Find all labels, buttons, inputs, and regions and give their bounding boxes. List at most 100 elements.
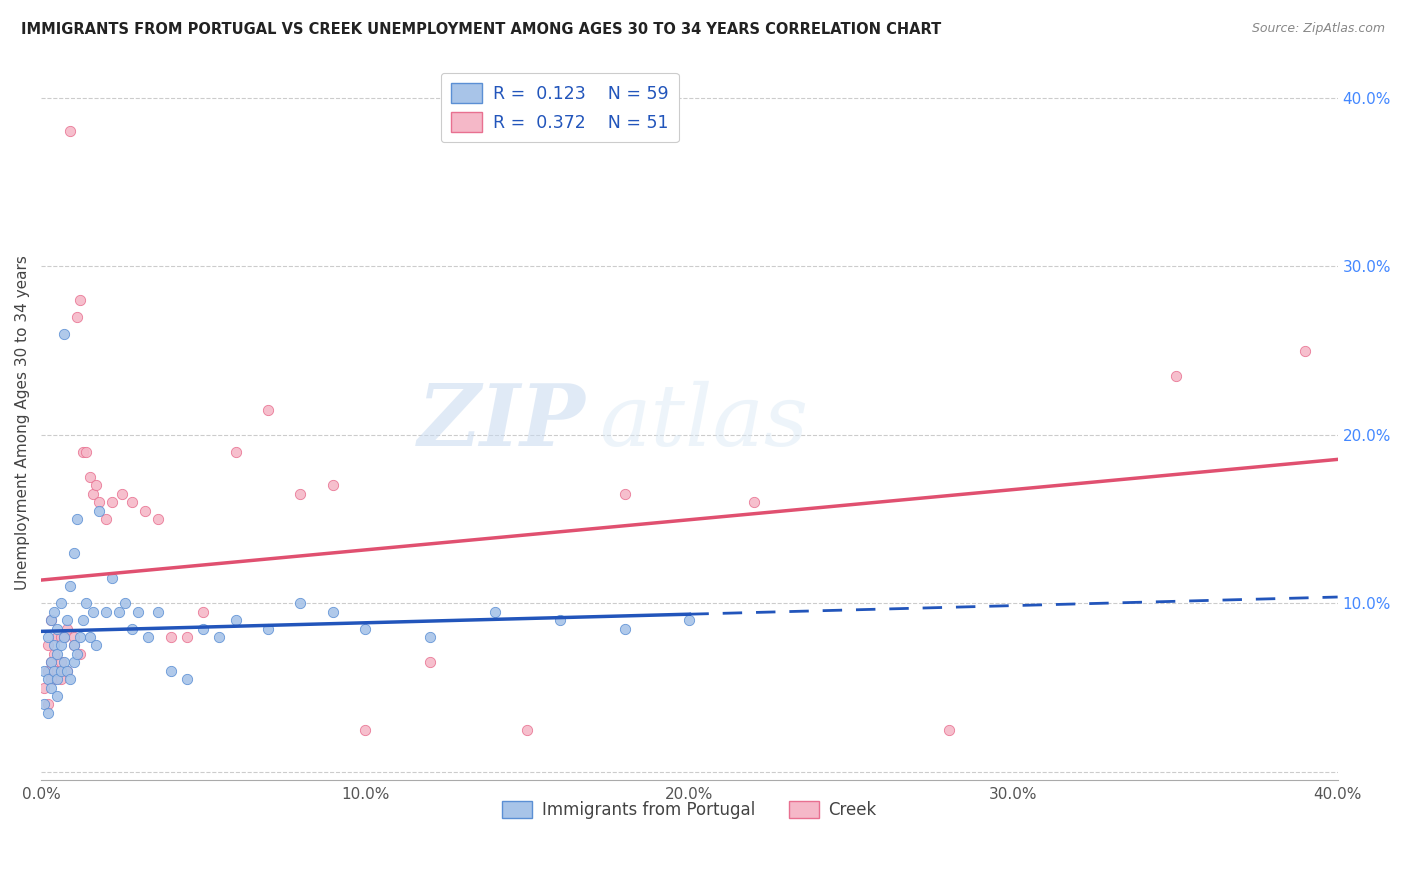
Point	[42, 605, 65, 619]
Point	[39, 681, 62, 695]
Point	[193, 605, 215, 619]
Point	[52, 656, 75, 670]
Point	[114, 596, 136, 610]
Text: ZIP: ZIP	[418, 380, 586, 464]
Point	[37, 706, 59, 720]
Point	[516, 723, 538, 737]
Point	[66, 647, 89, 661]
Point	[76, 596, 98, 610]
Point	[354, 723, 377, 737]
Point	[742, 495, 765, 509]
Point	[101, 495, 124, 509]
Point	[62, 546, 84, 560]
Point	[39, 613, 62, 627]
Point	[37, 664, 59, 678]
Point	[46, 689, 69, 703]
Point	[37, 672, 59, 686]
Point	[484, 605, 506, 619]
Point	[52, 630, 75, 644]
Point	[82, 487, 104, 501]
Point	[208, 630, 231, 644]
Point	[56, 622, 79, 636]
Point	[678, 613, 700, 627]
Point	[938, 723, 960, 737]
Point	[66, 310, 89, 324]
Point	[46, 664, 69, 678]
Point	[290, 487, 312, 501]
Point	[39, 672, 62, 686]
Point	[49, 596, 72, 610]
Point	[59, 672, 82, 686]
Point	[52, 326, 75, 341]
Point	[146, 605, 169, 619]
Point	[257, 622, 280, 636]
Point	[39, 613, 62, 627]
Point	[257, 402, 280, 417]
Point	[34, 664, 56, 678]
Point	[52, 630, 75, 644]
Point	[322, 605, 344, 619]
Y-axis label: Unemployment Among Ages 30 to 34 years: Unemployment Among Ages 30 to 34 years	[15, 255, 30, 590]
Point	[79, 470, 101, 484]
Point	[69, 630, 91, 644]
Text: Source: ZipAtlas.com: Source: ZipAtlas.com	[1251, 22, 1385, 36]
Point	[111, 487, 134, 501]
Point	[39, 656, 62, 670]
Point	[46, 647, 69, 661]
Point	[49, 656, 72, 670]
Point	[1164, 368, 1187, 383]
Point	[176, 672, 198, 686]
Point	[84, 478, 107, 492]
Point	[37, 639, 59, 653]
Point	[76, 444, 98, 458]
Text: IMMIGRANTS FROM PORTUGAL VS CREEK UNEMPLOYMENT AMONG AGES 30 TO 34 YEARS CORRELA: IMMIGRANTS FROM PORTUGAL VS CREEK UNEMPL…	[21, 22, 942, 37]
Point	[46, 622, 69, 636]
Point	[548, 613, 571, 627]
Point	[34, 681, 56, 695]
Point	[82, 605, 104, 619]
Point	[290, 596, 312, 610]
Point	[89, 495, 111, 509]
Point	[354, 622, 377, 636]
Point	[62, 639, 84, 653]
Point	[146, 512, 169, 526]
Point	[176, 630, 198, 644]
Point	[37, 630, 59, 644]
Point	[193, 622, 215, 636]
Point	[134, 503, 156, 517]
Point	[121, 495, 143, 509]
Point	[72, 613, 94, 627]
Point	[34, 698, 56, 712]
Point	[66, 512, 89, 526]
Point	[94, 605, 117, 619]
Point	[225, 613, 247, 627]
Point	[108, 605, 131, 619]
Point	[59, 580, 82, 594]
Point	[37, 698, 59, 712]
Point	[79, 630, 101, 644]
Point	[159, 630, 181, 644]
Point	[72, 444, 94, 458]
Point	[52, 664, 75, 678]
Point	[56, 664, 79, 678]
Point	[42, 664, 65, 678]
Point	[49, 639, 72, 653]
Point	[225, 444, 247, 458]
Point	[42, 672, 65, 686]
Point	[69, 647, 91, 661]
Point	[94, 512, 117, 526]
Point	[42, 639, 65, 653]
Point	[49, 672, 72, 686]
Point	[127, 605, 149, 619]
Point	[62, 656, 84, 670]
Point	[89, 503, 111, 517]
Point	[39, 656, 62, 670]
Point	[101, 571, 124, 585]
Point	[56, 613, 79, 627]
Point	[69, 293, 91, 307]
Point	[419, 630, 441, 644]
Point	[46, 672, 69, 686]
Point	[121, 622, 143, 636]
Point	[42, 647, 65, 661]
Point	[59, 124, 82, 138]
